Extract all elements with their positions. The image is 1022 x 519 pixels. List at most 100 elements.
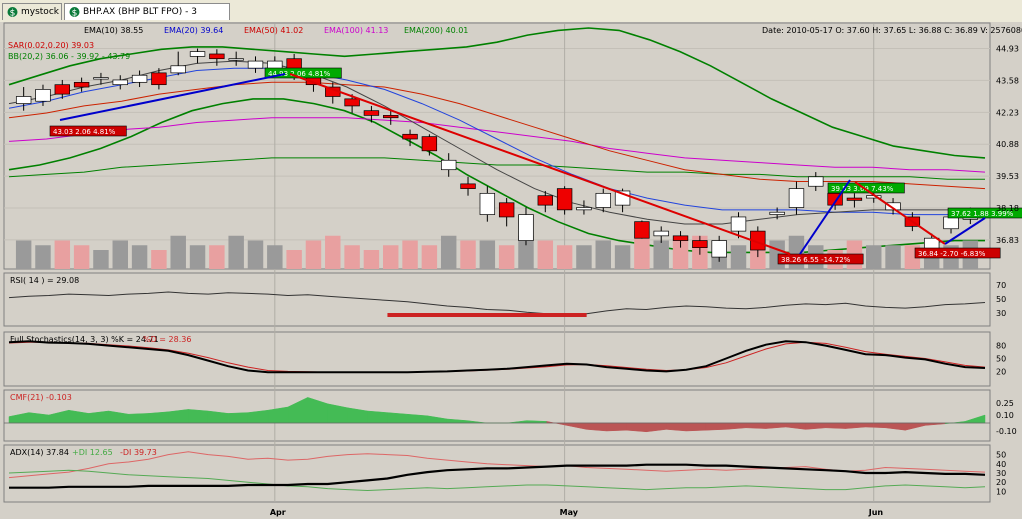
- price-tick-label: 43.58: [996, 76, 1019, 85]
- volume-bar: [537, 240, 554, 269]
- trend-label-text: 37.62 1.88 3.99%: [951, 210, 1014, 218]
- candle: [479, 192, 496, 215]
- volume-bar: [634, 231, 650, 269]
- cmf-area: [148, 411, 169, 424]
- indicator-tick-label: 50: [996, 451, 1006, 460]
- cmf-area: [865, 422, 886, 429]
- tab-bhp-chart[interactable]: $ BHP.AX (BHP BLT FPO) - 3 months Daily: [64, 3, 230, 34]
- volume-bar: [170, 235, 186, 269]
- ema-legend-item: EMA(100) 41.13: [324, 26, 388, 35]
- indicator-tick-label: 80: [996, 342, 1006, 351]
- trend-label-box: [777, 253, 864, 265]
- price-tick-label: 38.18: [996, 204, 1019, 213]
- volume-bar: [286, 250, 302, 269]
- candle: [228, 58, 244, 61]
- indicator-tick-label: 40: [996, 460, 1006, 469]
- candle: [556, 188, 573, 211]
- volume-bar: [383, 245, 399, 269]
- trend-line-up: [59, 73, 286, 121]
- volume-bar: [344, 245, 360, 269]
- candle: [54, 84, 70, 95]
- cmf-area: [227, 412, 249, 424]
- volume-bar: [54, 240, 71, 269]
- indicator-tick-label: 70: [996, 281, 1006, 290]
- rsi-line: [8, 291, 986, 315]
- trend-label-box: [947, 207, 1022, 219]
- candle: [73, 81, 90, 88]
- candle: [827, 192, 843, 206]
- trend-annotations: 43.03 2.06 4.81% 44.93 2.06 4.81% 38.26 6.…: [49, 67, 1022, 265]
- candle: [518, 214, 534, 241]
- ema-legend-item: EMA(200) 40.01: [404, 26, 468, 35]
- x-axis-label: May: [560, 508, 579, 517]
- trend-label-text: 36.84 -2.70 -6.83%: [918, 250, 986, 258]
- adx-label: ADX(14) 37.84: [10, 448, 69, 457]
- volume-bar: [460, 240, 476, 269]
- chart-canvas: 43.03 2.06 4.81% 44.93 2.06 4.81% 38.26 6.…: [0, 22, 1022, 519]
- volume-bar: [93, 250, 109, 269]
- trend-label-box: [914, 247, 1001, 259]
- ema-legend-item: EMA(50) 41.02: [244, 26, 303, 35]
- volume-bar: [730, 245, 747, 269]
- candle: [460, 183, 476, 189]
- candle: [209, 53, 225, 60]
- volume-bar: [267, 245, 283, 269]
- candle: [498, 202, 515, 218]
- candle: [885, 202, 901, 211]
- adx-line: [9, 463, 986, 489]
- trend-label-text: 44.93 2.06 4.81%: [268, 70, 331, 78]
- stoch-d-label: %D = 28.36: [143, 335, 191, 344]
- volume-bar: [672, 240, 689, 269]
- cmf-area: [705, 422, 727, 431]
- tab-mystock[interactable]: $ mystock: [2, 3, 62, 20]
- candle: [576, 207, 592, 211]
- volume-bar: [247, 240, 264, 269]
- cmf-area: [387, 412, 408, 424]
- volume-bar: [363, 250, 380, 269]
- trend-label-text: 43.03 2.06 4.81%: [53, 128, 116, 136]
- candle: [344, 98, 360, 107]
- price-tick-label: 36.83: [996, 236, 1019, 245]
- candle: [788, 188, 805, 208]
- volume-bar: [325, 235, 341, 269]
- volume-bar: [112, 240, 128, 269]
- cmf-area: [128, 413, 149, 424]
- tab-label: mystock: [21, 7, 59, 17]
- ohlc-quote: Date: 2010-05-17 O: 37.60 H: 37.65 L: 36…: [762, 26, 1022, 35]
- volume-bar: [189, 245, 206, 269]
- chart-text: 44.93 43.58 42.23 40.88 39.53 38.18 36.83 Apr Ma…: [8, 26, 1022, 517]
- cmf-area: [207, 410, 229, 424]
- trend-line-up: [799, 179, 851, 255]
- candle: [421, 136, 438, 152]
- candle: [189, 51, 206, 57]
- trend-line-down: [289, 73, 791, 255]
- trend-label-box: [49, 125, 127, 137]
- adx-plus-di-line: [8, 469, 986, 492]
- trend-label-box: [827, 182, 905, 194]
- volume-bar: [479, 240, 496, 269]
- candle: [363, 110, 380, 116]
- candle: [151, 72, 167, 86]
- volume-bar: [614, 245, 631, 269]
- price-tick-label: 42.23: [996, 108, 1019, 117]
- volume-bar: [576, 245, 592, 269]
- price-tick-label: 40.88: [996, 140, 1019, 149]
- candle: [441, 159, 457, 171]
- candle: [692, 240, 708, 248]
- cmf-area: [168, 409, 189, 424]
- cmf-area: [88, 410, 109, 424]
- indicator-tick-label: 30: [996, 469, 1006, 478]
- panel-frame-rsi: [3, 272, 991, 327]
- volume-bar: [750, 245, 766, 269]
- volume-bar: [402, 240, 418, 269]
- dollar-icon: $: [7, 7, 18, 19]
- x-axis-label: Jun: [868, 508, 884, 517]
- candle: [15, 96, 32, 104]
- candle: [943, 216, 959, 230]
- volume-bar: [518, 235, 534, 269]
- svg-text:$: $: [10, 9, 16, 19]
- candle: [131, 74, 148, 83]
- candle: [402, 133, 418, 140]
- volume-bar: [653, 240, 669, 269]
- cmf-area: [685, 422, 707, 432]
